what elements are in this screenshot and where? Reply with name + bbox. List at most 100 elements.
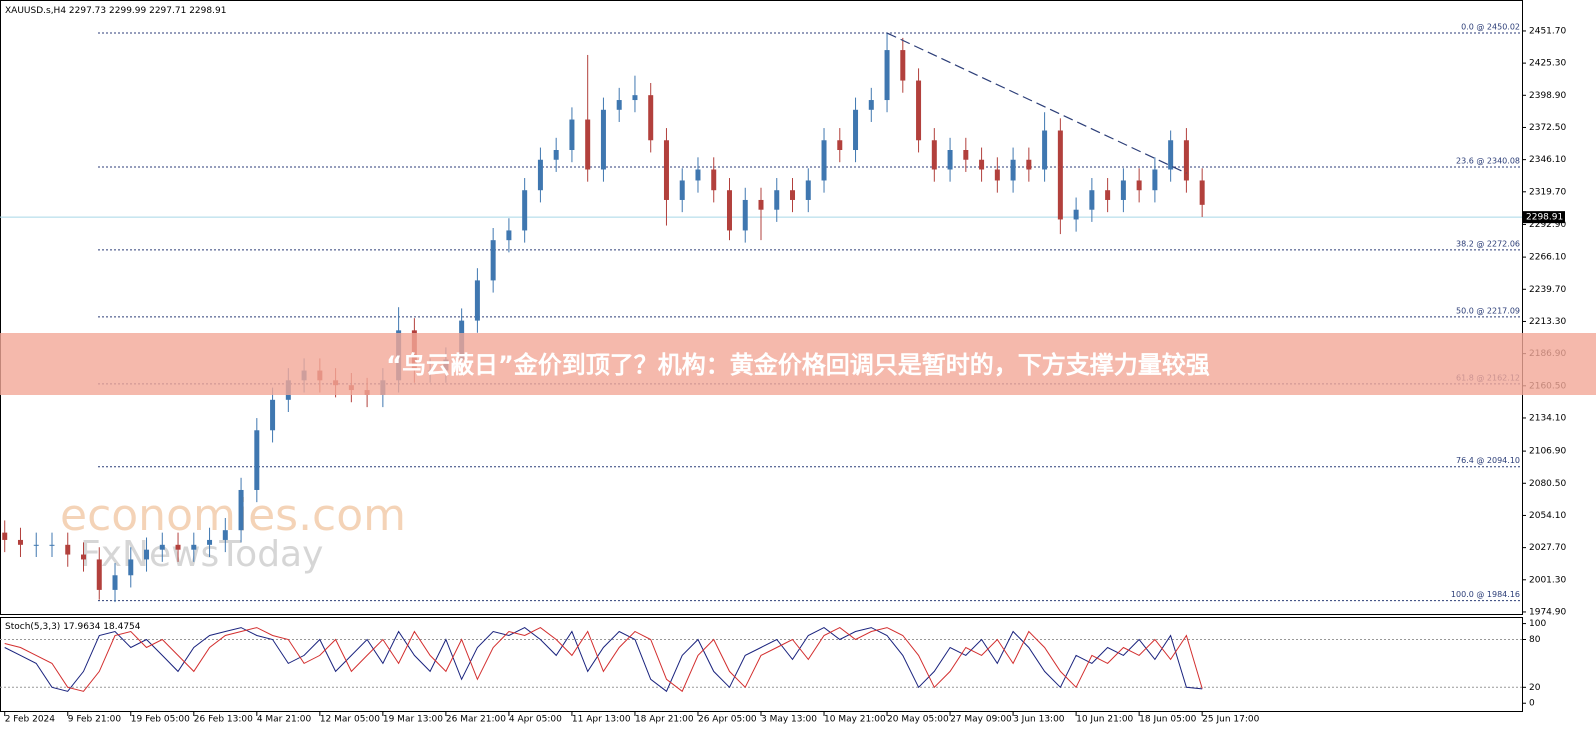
candle-body [1073,209,1079,220]
fib-level-label: 50.0 @ 2217.09 [1456,306,1520,315]
candle-body [774,190,780,210]
candle-body [1168,140,1174,170]
fib-level-label: 23.6 @ 2340.08 [1456,156,1520,165]
candle-body [1042,130,1048,170]
candle-body [837,140,843,151]
y-tick-label: 2001.30 [1529,575,1566,585]
candle-body [96,559,102,590]
y-tick-label: 2346.10 [1529,155,1566,165]
candle-body [963,150,969,160]
candle-body [805,180,811,200]
candle-body [616,100,622,110]
candle-body [900,50,906,81]
x-tick-label: 27 May 09:00 [950,715,1012,725]
x-tick-label: 9 Feb 21:00 [68,715,122,725]
close-price: 2298.91 [189,6,226,16]
candle-body [112,575,118,590]
stoch-main: 17.9634 [63,622,100,632]
candle-body [17,539,23,545]
x-tick-label: 26 Mar 21:00 [446,715,506,725]
candle-body [522,190,528,231]
candle-body [695,169,701,181]
candle-body [537,159,543,191]
y-tick-label: 100 [1529,619,1546,629]
candle-body [1120,180,1126,200]
watermark: economies.com [60,490,406,541]
y-tick-label: 2027.70 [1529,543,1566,553]
candle-body [726,190,732,231]
banner-title: “乌云蔽日”金价到顶了？机构：黄金价格回调只是暂时的，下方支撑力量较强 [386,351,1210,379]
y-tick-label: 2239.70 [1529,285,1566,295]
price-frame [0,0,1523,615]
candle-body [270,399,276,431]
fib-level-label: 76.4 @ 2094.10 [1456,456,1520,465]
candle-body [159,544,165,550]
x-tick-label: 12 Mar 05:00 [320,715,380,725]
candle-body [821,140,827,181]
y-tick-label: 2292.90 [1529,220,1566,230]
y-tick-label: 2266.10 [1529,253,1566,263]
x-tick-label: 26 Feb 13:00 [194,715,253,725]
x-tick-label: 19 Mar 13:00 [383,715,443,725]
y-tick-label: 2134.10 [1529,413,1566,423]
low-price: 2297.71 [149,6,186,16]
candle-body [49,544,55,546]
candle-body [994,169,1000,181]
y-tick-label: 2054.10 [1529,511,1566,521]
x-tick-label: 3 May 13:00 [761,715,817,725]
candle-body [947,150,953,170]
x-tick-label: 4 Apr 05:00 [509,715,562,725]
y-tick-label: 20 [1529,683,1541,693]
candle-body [506,230,512,241]
stoch-line [4,627,1203,693]
candle-body [254,430,260,490]
candle-body [916,80,922,141]
current-price-box [1523,211,1565,224]
high-price: 2299.99 [109,6,146,16]
x-tick-label: 10 Jun 21:00 [1076,715,1133,725]
stoch-signal: 18.4754 [103,622,140,632]
candle-body [585,119,591,170]
x-tick-label: 10 May 21:00 [824,715,886,725]
candle-body [1089,190,1095,210]
candle-body [679,180,685,200]
x-tick-label: 26 Apr 05:00 [698,715,757,725]
candle-body [868,100,874,110]
stoch-label: Stoch(5,3,3) 17.9634 18.4754 [5,622,141,632]
x-tick-label: 18 Apr 21:00 [635,715,694,725]
candle-body [742,199,748,231]
candle-body [569,119,575,151]
x-tick-label: 19 Feb 05:00 [131,715,190,725]
current-price-label: 2298.91 [1526,213,1563,223]
candle-body [175,544,181,550]
candle-body [238,489,244,531]
candle-body [1010,159,1016,181]
symbol-label: XAUUSD.s,H4 2297.73 2299.99 2297.71 2298… [5,6,226,16]
candle-body [1026,159,1032,170]
y-tick-label: 2080.50 [1529,479,1566,489]
symbol: XAUUSD.s,H4 [5,6,66,16]
fib-level-label: 38.2 @ 2272.06 [1456,239,1520,248]
open-price: 2297.73 [69,6,106,16]
candle-body [2,532,8,540]
candle-body [207,539,213,545]
y-tick-label: 2106.90 [1529,447,1566,457]
x-tick-label: 20 May 05:00 [887,715,949,725]
candle-body [632,95,638,101]
candle-body [1057,130,1063,220]
candle-body [663,140,669,200]
candle-body [758,199,764,210]
x-tick-label: 11 Apr 13:00 [572,715,631,725]
stoch-frame [0,617,1523,712]
x-tick-label: 3 Jun 13:00 [1013,715,1065,725]
candle-body [474,280,480,321]
candle-body [553,150,559,160]
candle-body [191,544,197,550]
y-tick-label: 2451.70 [1529,26,1566,36]
candle-body [884,50,890,101]
candle-body [144,549,150,560]
candle-body [33,544,39,546]
y-tick-label: 2398.90 [1529,91,1566,101]
stoch-title: Stoch(5,3,3) [5,622,60,632]
x-tick-label: 18 Jun 05:00 [1139,715,1196,725]
